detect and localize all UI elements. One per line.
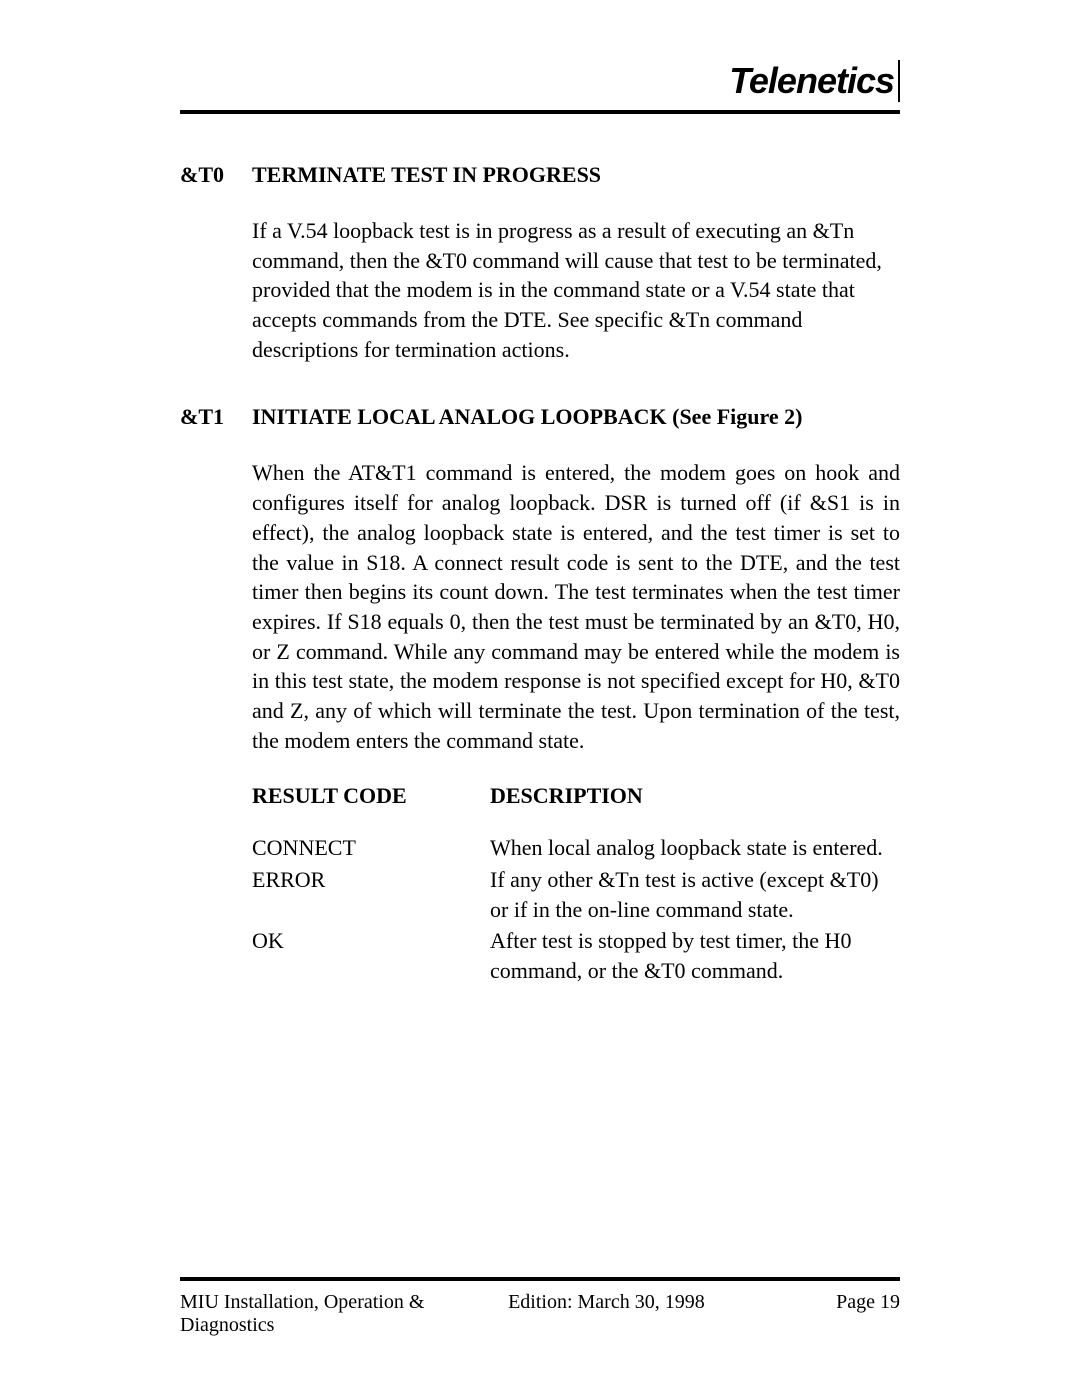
section-t0: &T0 TERMINATE TEST IN PROGRESS If a V.54…	[180, 162, 900, 364]
table-row: OK After test is stopped by test timer, …	[252, 926, 900, 985]
section-t1: &T1 INITIATE LOCAL ANALOG LOOPBACK (See …	[180, 404, 900, 985]
footer-page-number: Page 19	[836, 1291, 900, 1337]
table-row: ERROR If any other &Tn test is active (e…	[252, 865, 900, 924]
th-description: DESCRIPTION	[490, 783, 900, 809]
section-t0-heading: &T0 TERMINATE TEST IN PROGRESS	[180, 162, 900, 188]
result-desc-cell: After test is stopped by test timer, the…	[490, 926, 900, 985]
result-desc-cell: When local analog loopback state is ente…	[490, 833, 900, 863]
section-t1-body: When the AT&T1 command is entered, the m…	[252, 458, 900, 755]
header-divider	[180, 110, 900, 114]
header: Telenetics	[180, 60, 900, 102]
table-row: CONNECT When local analog loopback state…	[252, 833, 900, 863]
section-t0-code: &T0	[180, 162, 228, 188]
result-table-header: RESULT CODE DESCRIPTION	[252, 783, 900, 809]
footer: MIU Installation, Operation & Diagnostic…	[180, 1277, 900, 1337]
section-t0-body: If a V.54 loopback test is in progress a…	[252, 216, 900, 364]
result-desc-cell: If any other &Tn test is active (except …	[490, 865, 900, 924]
result-code-cell: OK	[252, 926, 490, 985]
section-t1-title: INITIATE LOCAL ANALOG LOOPBACK (See Figu…	[252, 404, 900, 430]
section-t0-title: TERMINATE TEST IN PROGRESS	[252, 162, 900, 188]
footer-edition: Edition: March 30, 1998	[508, 1291, 836, 1337]
footer-divider	[180, 1277, 900, 1281]
th-result-code: RESULT CODE	[252, 783, 490, 809]
brand-logo: Telenetics	[729, 60, 900, 102]
result-code-cell: CONNECT	[252, 833, 490, 863]
section-t1-heading: &T1 INITIATE LOCAL ANALOG LOOPBACK (See …	[180, 404, 900, 430]
section-t1-code: &T1	[180, 404, 228, 430]
footer-doc-title: MIU Installation, Operation & Diagnostic…	[180, 1291, 508, 1337]
result-code-cell: ERROR	[252, 865, 490, 924]
